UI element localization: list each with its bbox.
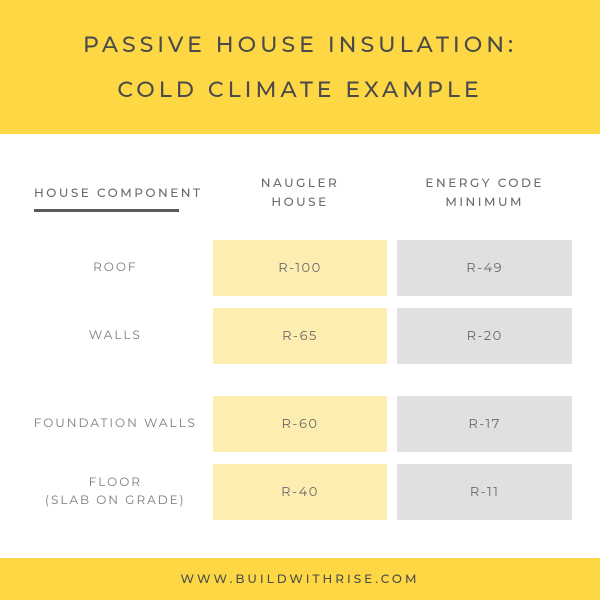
title-line-2: COLD CLIMATE EXAMPLE — [117, 76, 482, 103]
cell-naugler: R-40 — [213, 464, 388, 520]
cell-code-minimum: R-11 — [397, 464, 572, 520]
row-label: WALLS — [28, 327, 203, 345]
table-row: FLOOR (SLAB ON GRADE) R-40R-11 — [28, 464, 572, 520]
cell-naugler: R-100 — [213, 240, 388, 296]
cell-code-minimum: R-17 — [397, 396, 572, 452]
table-rows: ROOF R-100R-49 WALLS R-65R-20 FOUNDATION WAL… — [28, 240, 572, 532]
column-header-a: NAUGLER HOUSE — [213, 174, 388, 212]
cell-naugler: R-65 — [213, 308, 388, 364]
title-line-1: PASSIVE HOUSE INSULATION: — [83, 31, 517, 58]
header-underline — [34, 209, 179, 212]
cell-code-minimum: R-20 — [397, 308, 572, 364]
cell-code-minimum: R-49 — [397, 240, 572, 296]
row-label: FOUNDATION WALLS — [28, 415, 203, 433]
comparison-table: HOUSE COMPONENT NAUGLER HOUSE ENERGY COD… — [0, 134, 600, 532]
column-header-b: ENERGY CODE MINIMUM — [397, 174, 572, 212]
row-label: FLOOR (SLAB ON GRADE) — [28, 474, 203, 510]
footer-band: WWW.BUILDWITHRISE.COM — [0, 558, 600, 600]
column-header-label: HOUSE COMPONENT — [28, 184, 203, 203]
table-row: WALLS R-65R-20 — [28, 308, 572, 364]
table-header-row: HOUSE COMPONENT NAUGLER HOUSE ENERGY COD… — [28, 174, 572, 212]
table-row: ROOF R-100R-49 — [28, 240, 572, 296]
table-row: FOUNDATION WALLS R-60R-17 — [28, 396, 572, 452]
footer-url: WWW.BUILDWITHRISE.COM — [181, 572, 420, 587]
row-label: ROOF — [28, 259, 203, 277]
header-band: PASSIVE HOUSE INSULATION: COLD CLIMATE E… — [0, 0, 600, 134]
column-header-component: HOUSE COMPONENT — [28, 184, 203, 212]
cell-naugler: R-60 — [213, 396, 388, 452]
